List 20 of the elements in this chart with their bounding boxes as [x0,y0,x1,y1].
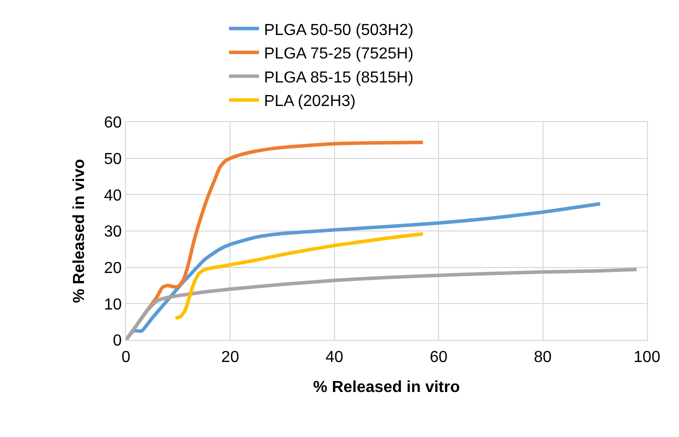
line-series [174,232,425,320]
x-tick-label: 100 [634,349,660,366]
x-tick-label: 40 [326,349,344,366]
legend-label: PLA (202H3) [264,93,356,110]
y-tick-label: 60 [104,114,122,132]
y-tick-label: 0 [112,332,122,350]
x-tick-label: 60 [430,349,448,366]
y-tick-label: 40 [104,187,122,204]
y-tick-label: 50 [104,150,122,168]
x-tick-label: 20 [221,349,240,366]
y-axis-title: % Released in vivo [70,158,88,304]
line-series [126,268,638,340]
y-tick-label: 20 [104,260,122,277]
y-tick-label: 30 [104,224,122,241]
x-tick-label: 80 [534,349,552,366]
x-axis-title: % Released in vitro [313,378,460,396]
legend-label: PLGA 85-15 (8515H) [264,69,414,86]
legend-label: PLGA 75-25 (7525H) [264,46,414,63]
legend-label: PLGA 50-50 (503H2) [264,22,414,39]
y-tick-label: 10 [104,296,122,314]
